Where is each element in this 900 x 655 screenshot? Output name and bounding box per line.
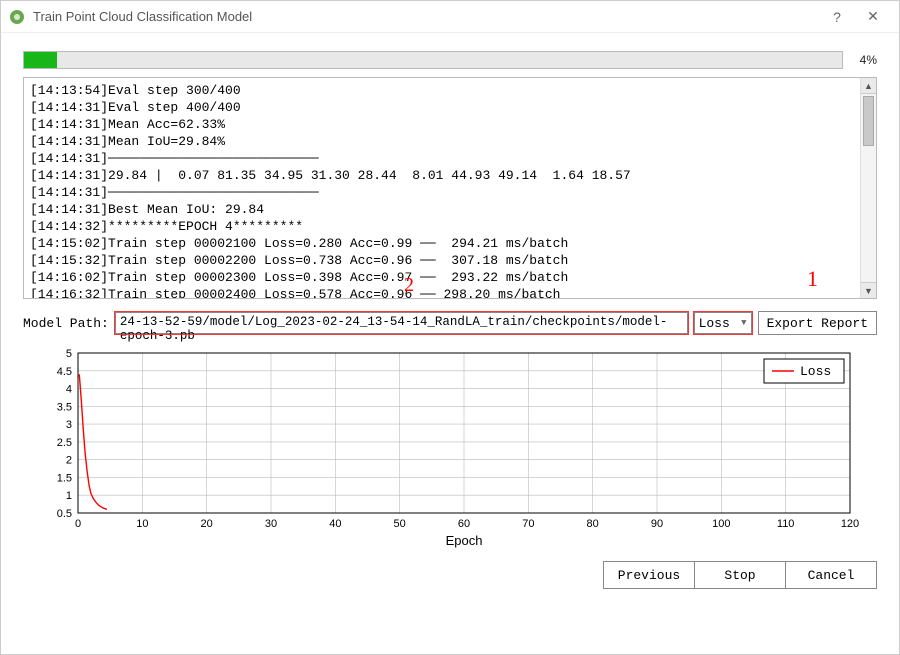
annotation-2: 2 — [404, 274, 414, 297]
svg-text:5: 5 — [66, 349, 72, 360]
svg-text:1: 1 — [66, 490, 72, 502]
svg-text:2.5: 2.5 — [57, 437, 72, 449]
model-path-label: Model Path: — [23, 316, 109, 331]
model-path-row: Model Path: 24-13-52-59/model/Log_2023-0… — [23, 311, 877, 335]
log-panel: [14:13:54]Eval step 300/400 [14:14:31]Ev… — [23, 77, 877, 299]
chevron-down-icon: ▼ — [741, 318, 746, 328]
svg-text:80: 80 — [587, 518, 599, 530]
cancel-button[interactable]: Cancel — [785, 561, 877, 589]
svg-text:40: 40 — [329, 518, 341, 530]
help-icon[interactable]: ? — [819, 3, 855, 31]
svg-text:10: 10 — [136, 518, 148, 530]
svg-text:120: 120 — [841, 518, 859, 530]
svg-text:70: 70 — [522, 518, 534, 530]
titlebar: Train Point Cloud Classification Model ?… — [1, 1, 899, 33]
scroll-down-icon[interactable]: ▼ — [861, 282, 876, 298]
svg-text:30: 30 — [265, 518, 277, 530]
svg-text:0.5: 0.5 — [57, 508, 72, 520]
svg-text:0: 0 — [75, 518, 81, 530]
progress-fill — [24, 52, 57, 68]
scroll-thumb[interactable] — [863, 96, 874, 146]
window-title: Train Point Cloud Classification Model — [33, 9, 819, 24]
svg-text:90: 90 — [651, 518, 663, 530]
loss-chart: 0 10 20 30 40 50 60 70 80 90 100 110 120 0.5 1 1.5 2 2.5 3… — [23, 349, 877, 551]
svg-text:Loss: Loss — [800, 364, 831, 379]
content-area: 4% [14:13:54]Eval step 300/400 [14:14:31… — [1, 33, 899, 654]
svg-text:4: 4 — [66, 384, 72, 396]
progress-bar — [23, 51, 843, 69]
window-frame: Train Point Cloud Classification Model ?… — [0, 0, 900, 655]
close-icon[interactable]: ✕ — [855, 3, 891, 31]
svg-text:60: 60 — [458, 518, 470, 530]
svg-text:50: 50 — [394, 518, 406, 530]
annotation-1: 1 — [807, 266, 818, 292]
progress-percent: 4% — [853, 53, 877, 67]
svg-text:4.5: 4.5 — [57, 366, 72, 378]
svg-text:3: 3 — [66, 419, 72, 431]
app-icon — [9, 9, 25, 25]
export-report-button[interactable]: Export Report — [758, 311, 877, 335]
metric-select[interactable]: Loss ▼ — [694, 312, 752, 334]
svg-text:Epoch: Epoch — [446, 533, 483, 548]
button-row: Previous Stop Cancel — [23, 561, 877, 589]
log-text: [14:13:54]Eval step 300/400 [14:14:31]Ev… — [24, 78, 860, 298]
stop-button[interactable]: Stop — [694, 561, 786, 589]
svg-text:1.5: 1.5 — [57, 472, 72, 484]
scroll-up-icon[interactable]: ▲ — [861, 78, 876, 94]
log-scrollbar[interactable]: ▲ ▼ — [860, 78, 876, 298]
model-path-input[interactable]: 24-13-52-59/model/Log_2023-02-24_13-54-1… — [115, 312, 688, 334]
svg-text:3.5: 3.5 — [57, 401, 72, 413]
progress-row: 4% — [23, 51, 877, 69]
metric-select-value: Loss — [699, 316, 730, 331]
svg-text:100: 100 — [712, 518, 730, 530]
previous-button[interactable]: Previous — [603, 561, 695, 589]
svg-text:110: 110 — [777, 518, 795, 530]
svg-text:20: 20 — [201, 518, 213, 530]
svg-text:2: 2 — [66, 455, 72, 467]
